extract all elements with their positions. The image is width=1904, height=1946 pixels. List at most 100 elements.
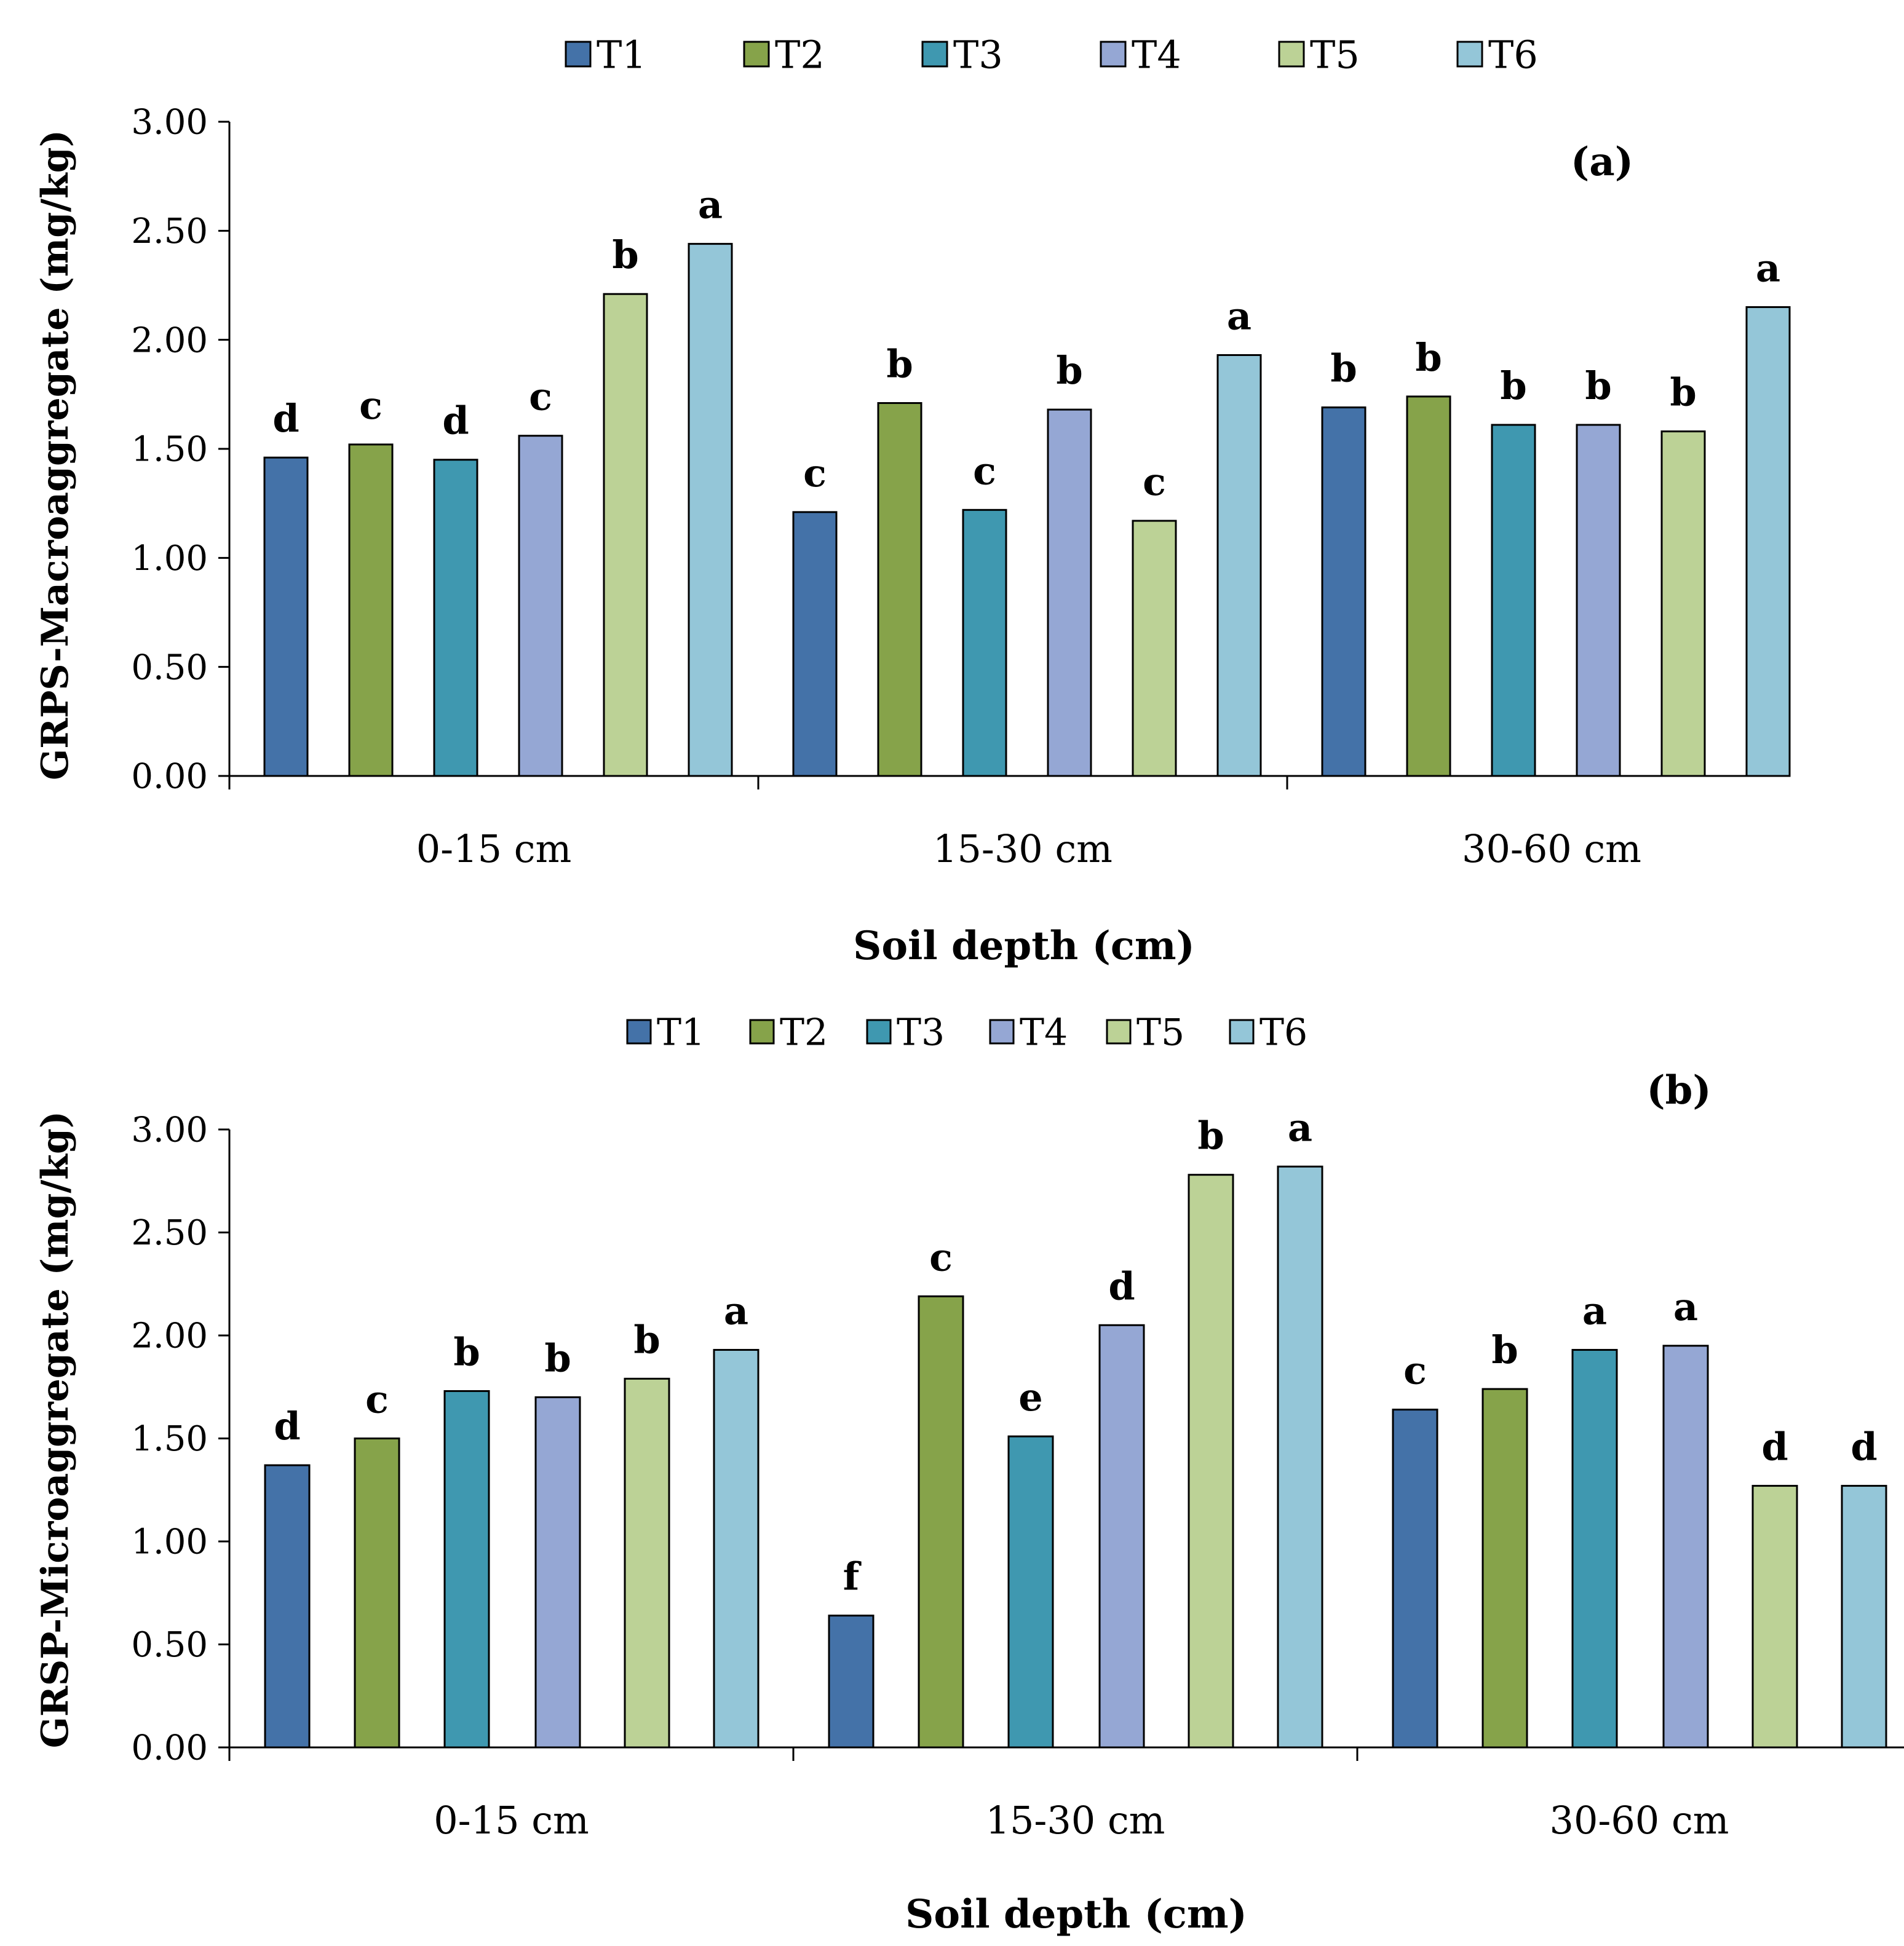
panel-a-significance-label: b: [886, 342, 913, 387]
panel-b-bar-t1: [828, 1615, 875, 1749]
panel-a-label: (a): [1571, 139, 1633, 185]
panel-a-significance-label: c: [973, 448, 996, 493]
panel-a-legend-swatch-t4: [1100, 41, 1127, 68]
panel-b-significance-label: a: [1673, 1284, 1698, 1329]
panel-a-significance-label: b: [1056, 348, 1082, 393]
panel-b-bar-t3: [1571, 1348, 1618, 1749]
panel-b-significance-label: b: [453, 1329, 480, 1374]
panel-a-bar-t1: [792, 511, 838, 777]
panel-b-legend-swatch-t6: [1229, 1019, 1255, 1045]
panel-a-legend-label-t6: T6: [1488, 32, 1538, 77]
panel-a-legend-label-t3: T3: [953, 32, 1003, 77]
panel-b-legend-swatch-t4: [989, 1019, 1015, 1045]
panel-a-significance-label: b: [612, 232, 638, 277]
panel-b-x-axis-title: Soil depth (cm): [905, 1891, 1247, 1937]
panel-b-x-category-label: 15-30 cm: [986, 1798, 1165, 1843]
panel-b-significance-label: b: [1491, 1327, 1518, 1372]
panel-b-significance-label: d: [274, 1404, 300, 1449]
panel-b-significance-label: b: [1197, 1113, 1224, 1158]
panel-a-bar-t3: [962, 508, 1007, 777]
panel-b-bar-t5: [1188, 1174, 1234, 1749]
panel-b-significance-label: e: [1018, 1375, 1042, 1420]
panel-a-x-category-label: 0-15 cm: [416, 826, 572, 871]
panel-b-y-axis-title: GRSP-Microaggregate (mg/kg): [34, 1111, 77, 1748]
panel-a-bar-t5: [603, 293, 648, 777]
panel-a-legend-swatch-t1: [565, 41, 592, 68]
panel-a-legend-swatch-t5: [1278, 41, 1305, 68]
panel-a-y-tick-label: 1.00: [131, 539, 208, 579]
panel-a-bar-t5: [1660, 430, 1706, 777]
panel-a-bar-t5: [1132, 520, 1177, 777]
panel-b-legend-swatch-t3: [866, 1019, 892, 1045]
panel-b-significance-label: c: [1403, 1348, 1427, 1393]
panel-b-y-tick-label: 0.50: [131, 1625, 208, 1665]
panel-a-significance-label: c: [359, 383, 383, 428]
panel-a-legend-swatch-t2: [743, 41, 770, 68]
panel-b-bar-t5: [1751, 1485, 1798, 1749]
panel-a-y-tick-label: 1.50: [131, 430, 208, 470]
panel-a-legend-label-t2: T2: [775, 32, 825, 77]
panel-b-legend-swatch-t2: [749, 1019, 775, 1045]
panel-b-y-tick-label: 2.00: [131, 1316, 208, 1356]
panel-b-legend-label-t3: T3: [897, 1011, 945, 1054]
panel-b-bar-t3: [443, 1390, 490, 1749]
panel-a-bar-t4: [1047, 408, 1092, 777]
panel-b-y-tick-label: 1.50: [131, 1419, 208, 1459]
panel-a-y-tick-label: 2.00: [131, 320, 208, 360]
panel-b-bar-t2: [918, 1295, 964, 1749]
panel-a-bar-t4: [1576, 424, 1621, 777]
panel-b-significance-label: a: [1288, 1105, 1312, 1150]
panel-b-bar-t4: [1098, 1324, 1145, 1749]
panel-b-y-tick-label: 2.50: [131, 1213, 208, 1253]
panel-b-bar-t1: [1392, 1409, 1438, 1749]
panel-a-bar-t6: [1216, 354, 1262, 777]
panel-b-y-tick-label: 1.00: [131, 1522, 208, 1562]
panel-b-legend-swatch-t5: [1106, 1019, 1132, 1045]
panel-a-y-axis-title: GRPS-Macroaggregate (mg/kg): [34, 130, 77, 780]
panel-a-y-tick-label: 0.00: [131, 757, 208, 797]
panel-b-bar-t5: [624, 1377, 670, 1749]
panel-a-x-category-label: 30-60 cm: [1462, 826, 1641, 871]
panel-b-bar-t6: [713, 1348, 760, 1749]
panel-a-legend-swatch-t6: [1456, 41, 1483, 68]
panel-b-bar-t2: [354, 1438, 400, 1749]
panel-a-y-tick-label: 2.50: [131, 212, 208, 251]
panel-b-bar-t6: [1277, 1165, 1323, 1749]
panel-b-x-category-label: 30-60 cm: [1550, 1798, 1729, 1843]
panel-b-significance-label: f: [843, 1554, 862, 1599]
panel-a-significance-label: c: [803, 451, 827, 496]
panel-a-legend-label-t4: T4: [1132, 32, 1181, 77]
panel-a-significance-label: a: [1227, 293, 1251, 338]
panel-a-bar-t2: [877, 402, 922, 777]
panel-b-x-category-label: 0-15 cm: [434, 1798, 589, 1843]
panel-b-significance-label: b: [544, 1336, 571, 1381]
panel-a-bar-t4: [518, 435, 563, 777]
panel-b-bar-t4: [1662, 1345, 1709, 1749]
panel-b-legend-label-t6: T6: [1259, 1011, 1307, 1054]
panel-b-legend-label-t2: T2: [780, 1011, 828, 1054]
panel-a-significance-label: c: [529, 374, 552, 419]
panel-b-significance-label: b: [633, 1317, 660, 1362]
panel-b-legend-label-t4: T4: [1020, 1011, 1068, 1054]
panel-b-significance-label: c: [365, 1377, 389, 1422]
panel-a-legend-swatch-t3: [921, 41, 948, 68]
panel-a-bar-t1: [263, 456, 309, 777]
panel-a-significance-label: b: [1500, 363, 1526, 408]
panel-a-bar-t6: [1745, 306, 1791, 777]
panel-b-bar-t4: [534, 1396, 581, 1749]
panel-b-significance-label: a: [1582, 1288, 1607, 1333]
chart-panel-b: (b) Soil depth (cm) GRSP-Microaggregate …: [34, 1011, 1904, 1937]
panel-a-significance-label: b: [1670, 370, 1696, 415]
panel-a-significance-label: b: [1330, 346, 1357, 391]
panel-a-y-tick-label: 3.00: [131, 103, 208, 143]
panel-a-significance-label: b: [1585, 363, 1611, 408]
panel-b-y-tick-label: 0.00: [131, 1728, 208, 1768]
panel-a-significance-label: a: [698, 183, 723, 227]
panel-b-y-tick-label: 3.00: [131, 1110, 208, 1150]
panel-b-bar-t1: [264, 1464, 311, 1749]
panel-a-x-axis-title: Soil depth (cm): [853, 923, 1195, 969]
panel-b-significance-label: a: [724, 1288, 748, 1333]
panel-a-bar-t3: [1491, 424, 1536, 777]
panel-b-legend-label-t5: T5: [1136, 1011, 1184, 1054]
